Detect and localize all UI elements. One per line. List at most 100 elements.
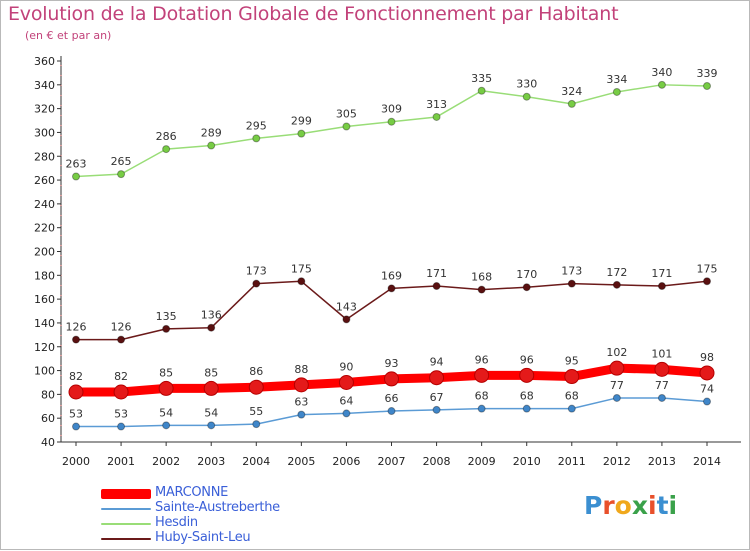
y-tick-label: 120 bbox=[34, 341, 55, 354]
logo-letter: o bbox=[614, 491, 632, 520]
x-tick-label: 2002 bbox=[152, 455, 180, 468]
data-label: 286 bbox=[156, 130, 177, 143]
legend-swatch bbox=[101, 537, 151, 540]
data-label: 299 bbox=[291, 115, 312, 128]
data-label: 82 bbox=[69, 370, 83, 383]
y-tick-label: 160 bbox=[34, 293, 55, 306]
legend-swatch bbox=[101, 488, 151, 499]
logo-letter: i bbox=[648, 491, 657, 520]
data-point bbox=[117, 170, 126, 179]
series-group: 82 82 85 85 86 88 90 93 94 96 96 95 102 101 98 53 53 54 54… bbox=[66, 66, 718, 431]
x-tick-label: 2010 bbox=[513, 455, 541, 468]
data-point bbox=[72, 172, 80, 181]
data-label: 96 bbox=[520, 353, 534, 366]
legend-swatch bbox=[101, 522, 151, 525]
data-label: 67 bbox=[430, 391, 444, 404]
data-label: 54 bbox=[159, 406, 173, 419]
data-label: 175 bbox=[291, 262, 312, 275]
data-point bbox=[297, 129, 306, 138]
data-point bbox=[432, 282, 441, 291]
data-label: 102 bbox=[606, 346, 627, 359]
data-point bbox=[68, 384, 84, 400]
data-label: 324 bbox=[561, 85, 582, 98]
data-point bbox=[342, 409, 351, 418]
data-point bbox=[117, 335, 126, 344]
proxiti-logo: Proxiti bbox=[584, 491, 677, 520]
data-point bbox=[432, 405, 441, 414]
data-point bbox=[567, 404, 576, 413]
data-point bbox=[567, 99, 576, 108]
y-tick-label: 60 bbox=[41, 412, 55, 425]
y-tick-label: 260 bbox=[34, 174, 55, 187]
data-point bbox=[72, 422, 80, 431]
data-label: 85 bbox=[204, 366, 218, 379]
legend-swatch bbox=[101, 507, 151, 510]
data-point bbox=[657, 80, 666, 89]
data-point bbox=[657, 393, 666, 402]
data-point bbox=[564, 369, 580, 385]
data-label: 335 bbox=[471, 72, 492, 85]
x-tick-label: 2008 bbox=[423, 455, 451, 468]
data-label: 98 bbox=[700, 351, 714, 364]
x-tick-label: 2003 bbox=[197, 455, 225, 468]
data-point bbox=[429, 370, 445, 386]
data-label: 90 bbox=[339, 360, 353, 373]
y-tick-label: 320 bbox=[34, 103, 55, 116]
y-tick-label: 360 bbox=[34, 55, 55, 68]
data-point bbox=[474, 367, 490, 383]
data-point bbox=[477, 404, 486, 413]
x-tick-label: 2004 bbox=[242, 455, 270, 468]
chart-title: Evolution de la Dotation Globale de Fonc… bbox=[8, 3, 619, 25]
data-label: 53 bbox=[114, 408, 128, 421]
series-sainte-austreberthe: 53 53 54 54 55 63 64 66 67 68 68 68 77 77 74 bbox=[69, 379, 714, 431]
data-label: 173 bbox=[246, 265, 267, 278]
logo-letter: r bbox=[602, 491, 615, 520]
data-point bbox=[522, 283, 531, 292]
y-tick-label: 300 bbox=[34, 126, 55, 139]
data-point bbox=[207, 421, 216, 430]
y-tick-label: 80 bbox=[41, 388, 55, 401]
data-point bbox=[612, 393, 621, 402]
legend-label: Sainte-Austreberthe bbox=[155, 500, 280, 515]
data-label: 309 bbox=[381, 103, 402, 116]
data-point bbox=[654, 361, 670, 377]
data-label: 169 bbox=[381, 269, 402, 282]
data-label: 168 bbox=[471, 271, 492, 284]
data-label: 66 bbox=[385, 392, 399, 405]
data-label: 82 bbox=[114, 370, 128, 383]
data-label: 126 bbox=[66, 321, 87, 334]
data-point bbox=[612, 280, 621, 289]
y-tick-label: 40 bbox=[41, 436, 55, 449]
data-point bbox=[387, 117, 396, 126]
logo-letter: t bbox=[656, 491, 669, 520]
y-tick-label: 280 bbox=[34, 150, 55, 163]
data-label: 172 bbox=[606, 266, 627, 279]
x-tick-label: 2005 bbox=[287, 455, 315, 468]
x-tick-label: 2014 bbox=[693, 455, 721, 468]
data-point bbox=[203, 380, 219, 396]
data-point bbox=[117, 422, 126, 431]
x-tick-label: 2009 bbox=[468, 455, 496, 468]
legend-label: MARCONNE bbox=[155, 485, 229, 500]
y-tick-label: 100 bbox=[34, 365, 55, 378]
data-point bbox=[387, 284, 396, 293]
series-hesdin: 263 265 286 289 295 299 305 309 313 335 330 324 334 3… bbox=[66, 66, 718, 181]
data-point bbox=[522, 92, 531, 101]
data-point bbox=[297, 277, 306, 286]
data-label: 171 bbox=[426, 267, 447, 280]
data-point bbox=[162, 421, 171, 430]
data-point bbox=[477, 86, 486, 95]
chart-subtitle: (en € et par an) bbox=[25, 29, 112, 42]
data-label: 68 bbox=[565, 390, 579, 403]
data-point bbox=[342, 122, 351, 131]
data-point bbox=[158, 380, 174, 396]
data-point bbox=[162, 324, 171, 333]
data-point bbox=[703, 82, 711, 91]
data-label: 93 bbox=[385, 357, 399, 370]
data-label: 85 bbox=[159, 366, 173, 379]
data-label: 339 bbox=[697, 67, 718, 80]
data-label: 94 bbox=[430, 356, 444, 369]
data-label: 171 bbox=[651, 267, 672, 280]
data-label: 263 bbox=[66, 157, 87, 170]
